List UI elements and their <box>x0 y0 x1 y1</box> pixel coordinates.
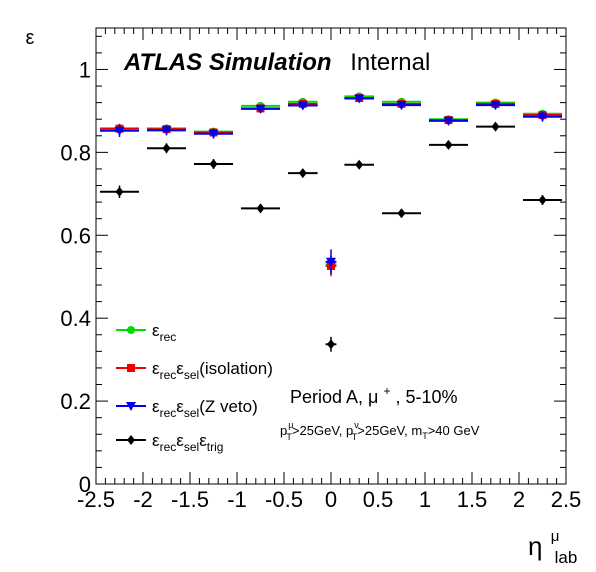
data-point <box>396 101 407 111</box>
cuts-text: pμ T>25GeV, pν T>25GeV, mT>40 GeV <box>280 420 480 442</box>
legend-label: εrecεsel(Z veto) <box>152 397 258 420</box>
period-annotation: Period A, μ + , 5-10% <box>290 379 458 407</box>
data-point <box>256 203 265 214</box>
data-point <box>298 168 307 179</box>
data-point <box>537 112 548 122</box>
atlas-label: ATLAS Simulation Internal <box>123 49 430 76</box>
x-tick-label: 1 <box>419 487 431 512</box>
y-tick-label: 0.2 <box>60 389 91 414</box>
x-tick-label: 2 <box>513 487 525 512</box>
legend-marker <box>127 435 135 445</box>
x-axis-label-base: η <box>528 531 542 561</box>
data-point <box>397 208 406 219</box>
legend-marker <box>127 364 135 372</box>
x-axis-label-sub: lab <box>555 548 578 567</box>
x-tick-label: -2 <box>133 487 153 512</box>
data-point <box>115 186 124 197</box>
x-axis-label-sup: μ <box>551 528 560 545</box>
axes-ticks <box>95 28 567 485</box>
cuts-annotation: pμ T>25GeV, pν T>25GeV, mT>40 GeV <box>280 420 480 442</box>
legend-entry: εrec <box>116 321 176 344</box>
data-point <box>327 339 335 350</box>
x-tick-label: 1.5 <box>457 487 488 512</box>
data-point <box>208 129 219 139</box>
data-point <box>443 116 454 126</box>
series-3 <box>100 121 562 352</box>
x-tick-label: -1 <box>227 487 247 512</box>
y-tick-label: 0.4 <box>60 306 91 331</box>
data-point <box>161 126 172 136</box>
data-point <box>355 159 364 170</box>
x-tick-labels: -2.5 -2 -1.5 -1 -0.5 0 0.5 1 1.5 2 2.5 <box>77 487 581 512</box>
data-point <box>326 257 336 267</box>
data-point <box>255 104 266 114</box>
y-tick-label: 0.6 <box>60 223 91 248</box>
x-axis-label: η μ lab <box>528 517 577 567</box>
series-1 <box>100 94 562 277</box>
period-annotation-main: Period A, μ <box>290 387 378 407</box>
legend-marker <box>126 402 136 411</box>
data-point <box>490 101 501 111</box>
atlas-label-bold: ATLAS Simulation <box>123 49 332 76</box>
x-tick-label: 0.5 <box>363 487 394 512</box>
x-tick-label: 2.5 <box>551 487 582 512</box>
series-layer <box>100 92 562 352</box>
data-point <box>354 94 365 104</box>
data-point <box>538 195 547 206</box>
legend: εrec εrecεsel(isolation) εrecεsel(Z veto) ε… <box>116 321 273 454</box>
x-tick-label: -2.5 <box>77 487 115 512</box>
y-tick-labels: 0 0.2 0.4 0.6 0.8 1 <box>60 57 91 497</box>
y-tick-label: 0 <box>79 472 91 497</box>
y-axis-label: ε <box>26 27 35 49</box>
data-point <box>491 121 500 132</box>
x-tick-label: 0 <box>325 487 337 512</box>
data-point <box>114 126 125 136</box>
legend-marker <box>127 326 135 334</box>
series-0 <box>100 92 562 273</box>
data-point <box>444 139 453 150</box>
data-point <box>162 143 171 154</box>
legend-entry: εrecεsel(Z veto) <box>116 397 258 420</box>
y-tick-label: 1 <box>79 57 91 82</box>
period-annotation-tail: , 5-10% <box>395 387 457 407</box>
y-tick-label: 0.8 <box>60 140 91 165</box>
series-2 <box>100 94 562 275</box>
x-tick-label: -1.5 <box>171 487 209 512</box>
data-point <box>209 158 218 169</box>
period-annotation-sup: + <box>383 384 390 398</box>
legend-label: εrec <box>152 321 176 344</box>
data-point <box>297 101 308 111</box>
legend-entry: εrecεselεtrig <box>116 431 223 454</box>
legend-label: εrecεselεtrig <box>152 431 223 454</box>
legend-entry: εrecεsel(isolation) <box>116 359 273 382</box>
x-tick-label: -0.5 <box>265 487 303 512</box>
legend-label: εrecεsel(isolation) <box>152 359 273 382</box>
atlas-label-internal: Internal <box>350 49 430 76</box>
